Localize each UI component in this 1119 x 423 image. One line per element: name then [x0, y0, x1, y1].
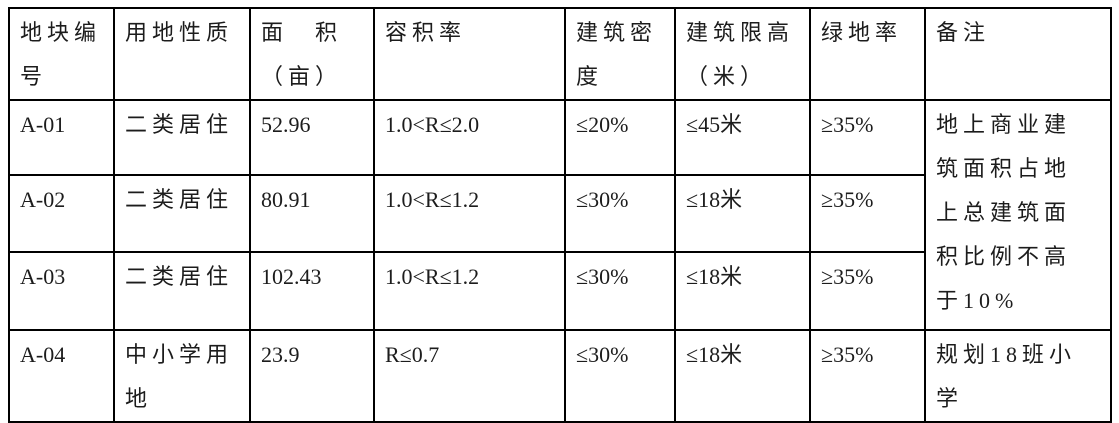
land-parcel-control-table: 地块编 号 用地性质 面 积 （亩） 容积率 建筑密 度 建筑限高 （米） 绿地…: [8, 7, 1112, 423]
cell-far: 1.0<R≤1.2: [373, 174, 566, 253]
cell-area-mu: 23.9: [249, 329, 375, 423]
cell-land-use: 二类居住: [113, 99, 251, 176]
cell-remark: 规划18班小 学: [924, 329, 1112, 423]
table-row: A-02 二类居住 80.91 1.0<R≤1.2 ≤30% ≤18米 ≥35%: [8, 174, 1111, 253]
cell-height-limit: ≤18米: [674, 174, 811, 253]
cell-land-use: 二类居住: [113, 174, 251, 253]
cell-area-mu: 102.43: [249, 251, 375, 331]
cell-parcel-id: A-01: [8, 99, 115, 176]
cell-far: 1.0<R≤2.0: [373, 99, 566, 176]
cell-height-limit: ≤18米: [674, 329, 811, 423]
cell-building-density: ≤30%: [564, 251, 676, 331]
table-row: A-03 二类居住 102.43 1.0<R≤1.2 ≤30% ≤18米 ≥35…: [8, 251, 1111, 331]
cell-building-density: ≤30%: [564, 174, 676, 253]
cell-parcel-id: A-03: [8, 251, 115, 331]
header-area-mu: 面 积 （亩）: [249, 7, 375, 101]
cell-building-density: ≤20%: [564, 99, 676, 176]
cell-building-density: ≤30%: [564, 329, 676, 423]
header-height-limit: 建筑限高 （米）: [674, 7, 811, 101]
cell-remark-merged: 地上商业建 筑面积占地 上总建筑面 积比例不高 于10%: [924, 99, 1112, 331]
table-row: A-01 二类居住 52.96 1.0<R≤2.0 ≤20% ≤45米 ≥35%…: [8, 99, 1112, 331]
header-land-use: 用地性质: [113, 7, 251, 101]
header-remarks: 备注: [924, 7, 1112, 101]
cell-area-mu: 52.96: [249, 99, 375, 176]
cell-green-ratio: ≥35%: [809, 174, 926, 253]
cell-green-ratio: ≥35%: [809, 251, 926, 331]
cell-land-use: 二类居住: [113, 251, 251, 331]
cell-far: R≤0.7: [373, 329, 566, 423]
cell-parcel-id: A-02: [8, 174, 115, 253]
cell-far: 1.0<R≤1.2: [373, 251, 566, 331]
cell-land-use: 中小学用 地: [113, 329, 251, 423]
header-building-density: 建筑密 度: [564, 7, 676, 101]
header-far: 容积率: [373, 7, 566, 101]
header-parcel-id: 地块编 号: [8, 7, 115, 101]
cell-parcel-id: A-04: [8, 329, 115, 423]
table-header-row: 地块编 号 用地性质 面 积 （亩） 容积率 建筑密 度 建筑限高 （米） 绿地…: [8, 7, 1112, 101]
cell-height-limit: ≤45米: [674, 99, 811, 176]
cell-green-ratio: ≥35%: [809, 99, 926, 176]
cell-height-limit: ≤18米: [674, 251, 811, 331]
table-row: A-04 中小学用 地 23.9 R≤0.7 ≤30% ≤18米 ≥35% 规划…: [8, 329, 1112, 423]
cell-green-ratio: ≥35%: [809, 329, 926, 423]
header-green-ratio: 绿地率: [809, 7, 926, 101]
cell-area-mu: 80.91: [249, 174, 375, 253]
